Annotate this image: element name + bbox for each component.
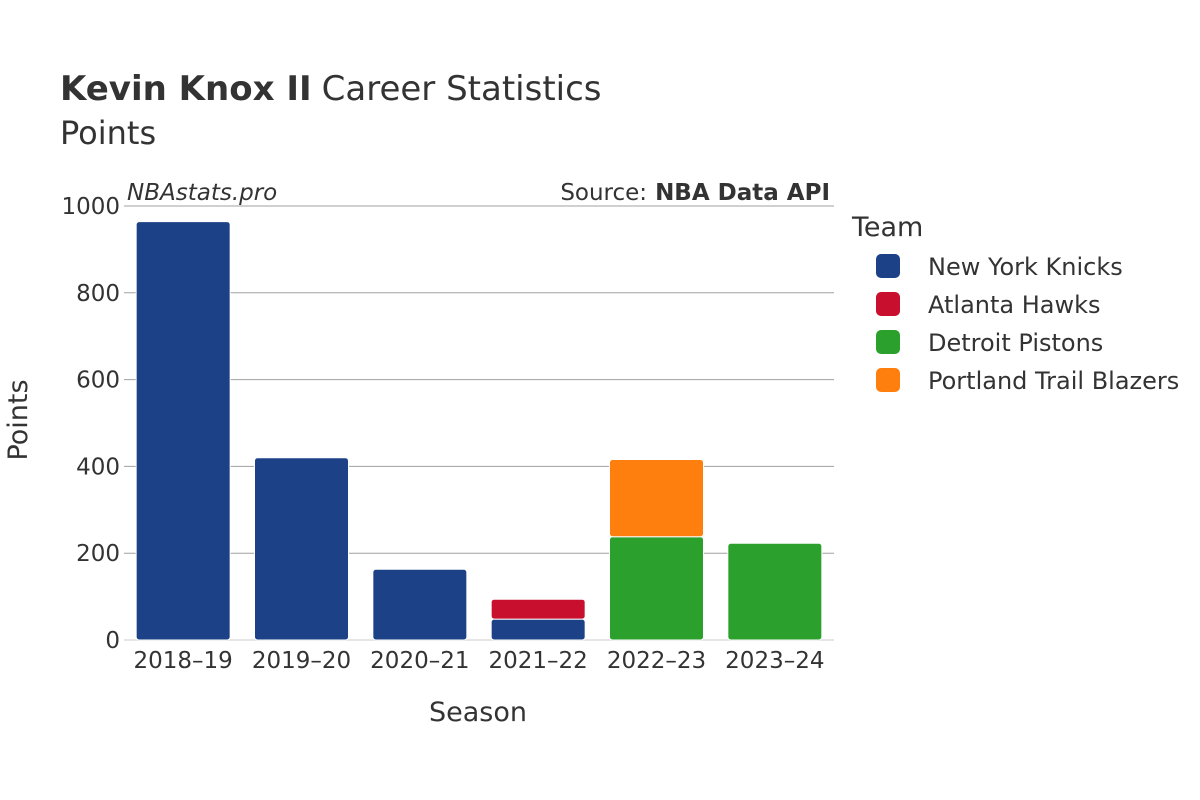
bar-segment	[254, 457, 349, 641]
watermark: NBAstats.pro	[127, 180, 277, 206]
source-label: Source:	[560, 180, 647, 206]
bar-segment	[727, 542, 823, 641]
legend-swatch	[876, 292, 900, 316]
x-tick-label: 2020–21	[370, 648, 469, 674]
gridlines	[124, 205, 834, 641]
y-tick-label: 0	[105, 628, 120, 654]
bar-segment	[135, 221, 231, 641]
legend-swatch	[876, 330, 900, 354]
bar-segment	[609, 536, 704, 641]
source-value: NBA Data API	[655, 180, 830, 206]
y-tick-label: 1000	[61, 194, 120, 220]
legend-label: New York Knicks	[928, 253, 1123, 281]
x-tick-label: 2019–20	[252, 648, 351, 674]
legend-swatch	[876, 254, 900, 278]
legend-label: Portland Trail Blazers	[928, 367, 1179, 395]
chart-title: Kevin Knox II Career Statistics	[60, 69, 602, 109]
y-tick-label: 800	[76, 281, 120, 307]
legend: New York Knicks Atlanta Hawks Detroit Pist…	[876, 253, 1179, 395]
legend-label: Detroit Pistons	[928, 329, 1103, 357]
x-tick-label: 2022–23	[607, 648, 706, 674]
x-tick-label: 2023–24	[725, 648, 824, 674]
x-tick-label: 2018–19	[134, 648, 233, 674]
legend-swatch	[876, 368, 900, 392]
bar-segment	[372, 568, 468, 641]
title-player-name: Kevin Knox II	[60, 69, 312, 109]
bar-segment	[490, 618, 586, 641]
legend-title: Team	[851, 212, 923, 243]
y-tick-label: 600	[76, 368, 120, 394]
y-tick-label: 400	[76, 454, 120, 480]
y-axis-title: Points	[3, 379, 34, 460]
x-tick-label: 2021–22	[489, 648, 588, 674]
x-axis-title: Season	[429, 697, 527, 728]
bars	[135, 221, 823, 641]
y-tick-label: 200	[76, 541, 120, 567]
bar-segment	[490, 598, 586, 620]
x-tick-labels: 2018–19 2019–20 2020–21 2021–22 2022–23 2023–…	[134, 648, 825, 674]
title-suffix: Career Statistics	[322, 69, 602, 109]
chart-subtitle: Points	[60, 114, 156, 152]
bar-segment	[609, 458, 704, 538]
source-text: Source: NBA Data API	[560, 180, 830, 206]
legend-label: Atlanta Hawks	[928, 291, 1101, 319]
y-tick-labels: 0 200 400 600 800 1000	[61, 194, 120, 654]
